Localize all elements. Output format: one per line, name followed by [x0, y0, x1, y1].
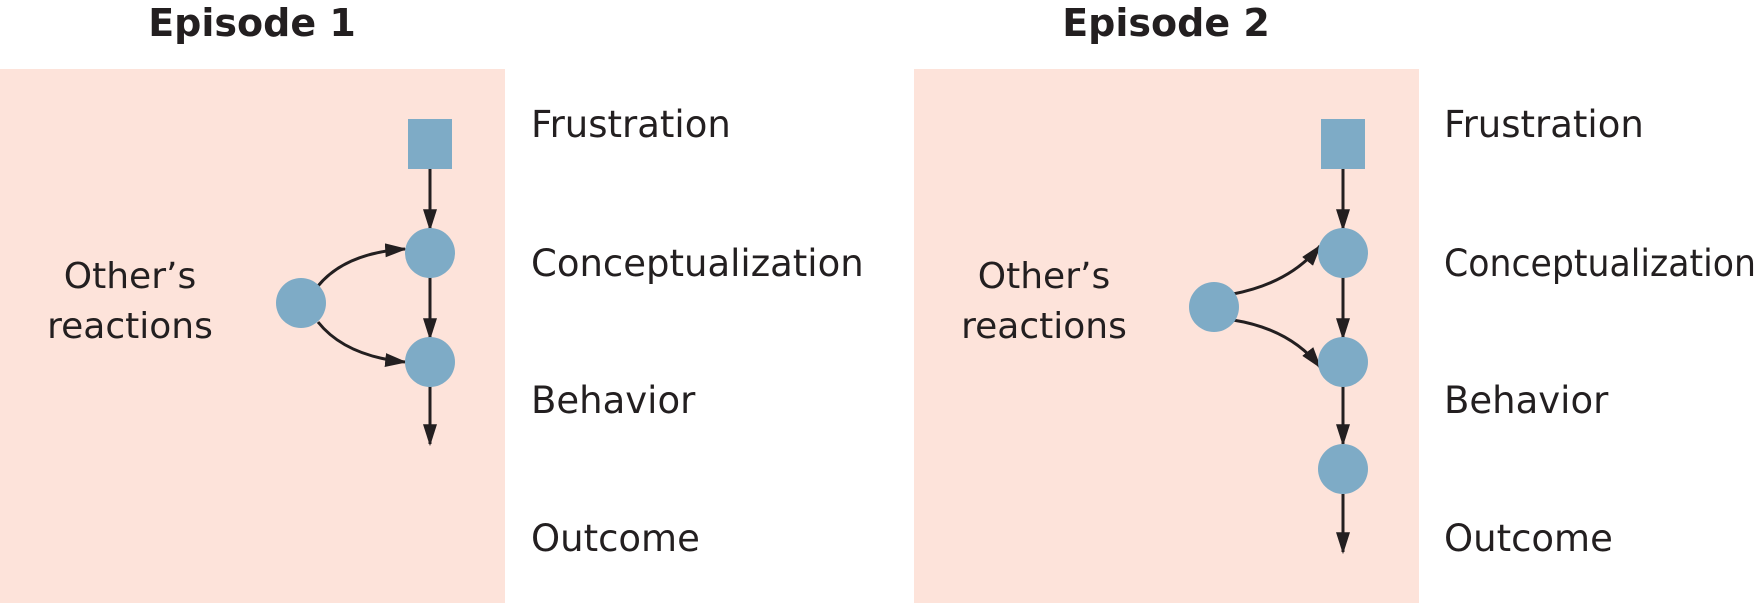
- episode-1-edge-others-behavior: [316, 321, 408, 367]
- episode-2-edge-others-behavior: [1232, 318, 1322, 369]
- episode-2-outcome-node: [1318, 444, 1368, 494]
- episode-1-behavior-label: Behavior: [531, 379, 696, 422]
- episode-2-others-reactions-line2: reactions: [961, 306, 1127, 347]
- episode-1-behavior-node: [405, 337, 455, 387]
- episode-1-others-reactions-line1: Other’s: [64, 256, 196, 297]
- episode-1-others-reactions-line2: reactions: [47, 306, 213, 347]
- episode-1-outcome-label: Outcome: [531, 517, 700, 560]
- episode-2-conceptualization-node: [1318, 228, 1368, 278]
- episode-2-conceptualization-label: Conceptualization: [1444, 242, 1756, 285]
- episode-1-conceptualization-node: [405, 228, 455, 278]
- episode-2-behavior-node: [1318, 337, 1368, 387]
- episode-2-others-reactions-line1: Other’s: [978, 256, 1110, 297]
- episode-2-edge-others-conceptualization: [1232, 244, 1322, 296]
- episode-2-others-reactions-node: [1189, 282, 1239, 332]
- episode-2-outcome-label: Outcome: [1444, 517, 1613, 560]
- episode-2-frustration-node: [1321, 119, 1365, 169]
- episode-1-others-reactions-node: [276, 278, 326, 328]
- episode-2-behavior-label: Behavior: [1444, 379, 1609, 422]
- episode-2-frustration-label: Frustration: [1444, 103, 1644, 146]
- episode-2-title: Episode 2: [1062, 1, 1270, 45]
- episode-2: Episode 2 Other’s reactions Frustration …: [914, 1, 1756, 603]
- episode-1-title: Episode 1: [148, 1, 356, 45]
- episode-1-conceptualization-label: Conceptualization: [531, 242, 864, 285]
- episode-1: Episode 1 Other’s reactions Frustration …: [0, 1, 864, 603]
- episode-1-edge-others-conceptualization: [316, 243, 408, 287]
- episode-1-frustration-label: Frustration: [531, 103, 731, 146]
- episode-1-frustration-node: [408, 119, 452, 169]
